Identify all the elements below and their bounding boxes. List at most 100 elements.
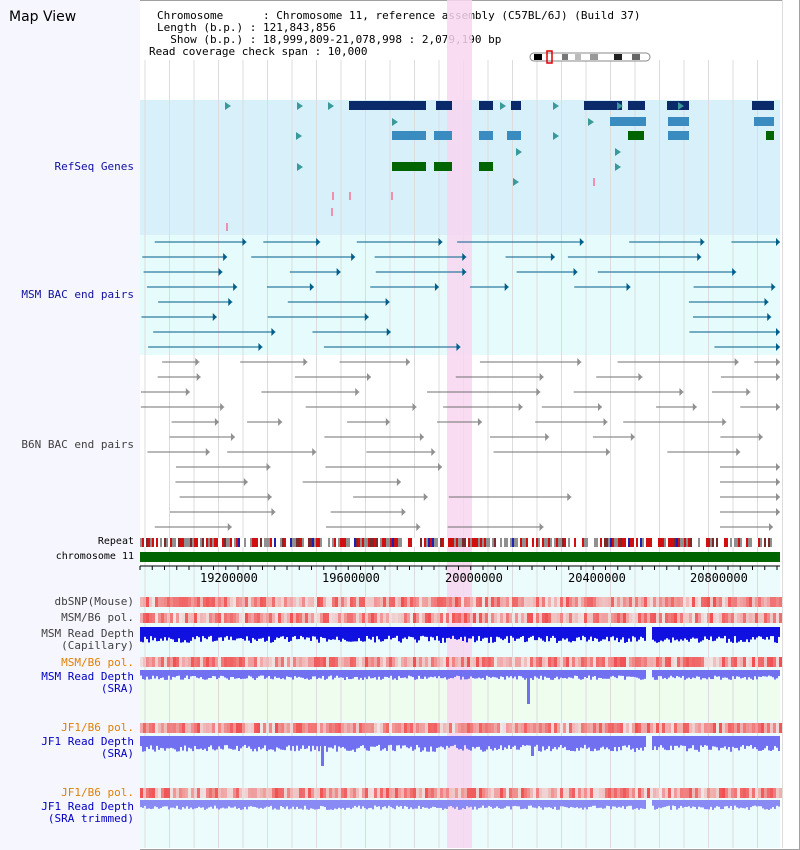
b6n-bac-end-icon [630,433,635,441]
read-depth-bar [242,800,244,810]
read-depth-bar [692,670,694,678]
read-depth-bar [668,800,670,806]
read-depth-bar [622,627,624,638]
read-depth-bar [286,627,288,638]
b6n-bac-end-icon [776,478,780,486]
read-depth-bar [210,670,212,678]
read-depth-bar [692,627,694,638]
read-depth-bar [674,800,676,807]
heat-mark [542,613,545,623]
heat-mark [674,788,677,798]
heat-mark [749,657,752,667]
heat-mark [584,597,587,607]
msm-bac-end-icon [228,298,233,306]
heat-mark [260,613,263,623]
read-depth-bar [246,736,248,748]
read-depth-bar [704,670,706,679]
repeat-mark [770,538,772,547]
read-depth-bar [666,800,668,807]
heat-mark [287,613,290,623]
read-depth-bar [210,627,212,636]
heat-mark [467,657,470,667]
heat-mark [473,613,476,623]
heat-mark [404,723,407,733]
read-depth-bar [336,736,338,752]
heat-mark [161,723,164,733]
track-label-refseq[interactable]: RefSeq Genes [54,160,134,173]
read-depth-bar [738,736,740,751]
heat-mark [407,723,410,733]
repeat-mark [682,538,684,547]
heat-mark [344,657,347,667]
read-depth-bar [404,670,406,678]
msm-bac-end-icon [771,283,776,291]
read-depth-bar [604,670,606,679]
b6n-bac-end-icon [606,448,611,456]
read-depth-bar [572,670,574,679]
read-depth-bar [306,736,308,749]
track-label-b6n-bac[interactable]: B6N BAC end pairs [21,438,134,451]
read-depth-bar [388,736,390,746]
vertical-scrollbar[interactable] [782,0,799,848]
repeat-mark [540,538,542,547]
read-depth-bar [564,627,566,640]
heat-mark [464,788,467,798]
heat-mark [737,597,740,607]
read-depth-bar [140,800,142,808]
read-depth-bar [580,736,582,748]
heat-mark [149,657,152,667]
b6n-bac-end-icon [406,358,411,366]
heat-mark [275,723,278,733]
ideogram-band [632,54,640,60]
repeat-mark [730,538,732,547]
read-depth-bar [686,627,688,640]
heat-mark [182,597,185,607]
heat-mark [776,788,779,798]
read-depth-bar [518,800,520,807]
b6n-bac-end-icon [603,418,608,426]
heat-mark [161,788,164,798]
heat-mark [239,613,242,623]
repeat-mark [546,538,548,547]
read-depth-bar [560,670,562,678]
heat-mark [608,597,611,607]
refseq-gene-exon [668,117,689,126]
heat-mark [236,613,239,623]
heat-mark [383,657,386,667]
heat-mark [701,597,704,607]
heat-mark [773,657,776,667]
b6n-bac-end-icon [214,418,219,426]
read-depth-bar [414,670,416,680]
left-label-column [0,0,140,850]
repeat-mark [482,538,484,547]
read-depth-bar [762,800,764,809]
repeat-mark [194,538,196,547]
read-depth-bar [148,736,150,750]
read-depth-bar [324,627,326,639]
heat-mark [143,657,146,667]
heat-mark [467,788,470,798]
heat-mark [425,597,428,607]
heat-mark [398,657,401,667]
read-depth-bar [774,627,776,643]
repeat-mark [648,538,650,547]
read-depth-bar [310,800,312,809]
heat-mark [230,788,233,798]
repeat-mark [642,538,644,547]
read-depth-bar [208,800,210,808]
heat-mark [509,788,512,798]
read-depth-bar [666,736,668,751]
read-depth-bar [228,800,230,807]
read-depth-bar [372,670,374,679]
track-label-msm-bac[interactable]: MSM BAC end pairs [21,288,134,301]
heat-mark [296,657,299,667]
heat-mark [542,657,545,667]
heat-mark [629,597,632,607]
heat-mark [308,788,311,798]
heat-mark [197,613,200,623]
heat-mark [617,723,620,733]
read-depth-bar [674,670,676,679]
heat-mark [704,723,707,733]
read-depth-bar [736,670,738,677]
